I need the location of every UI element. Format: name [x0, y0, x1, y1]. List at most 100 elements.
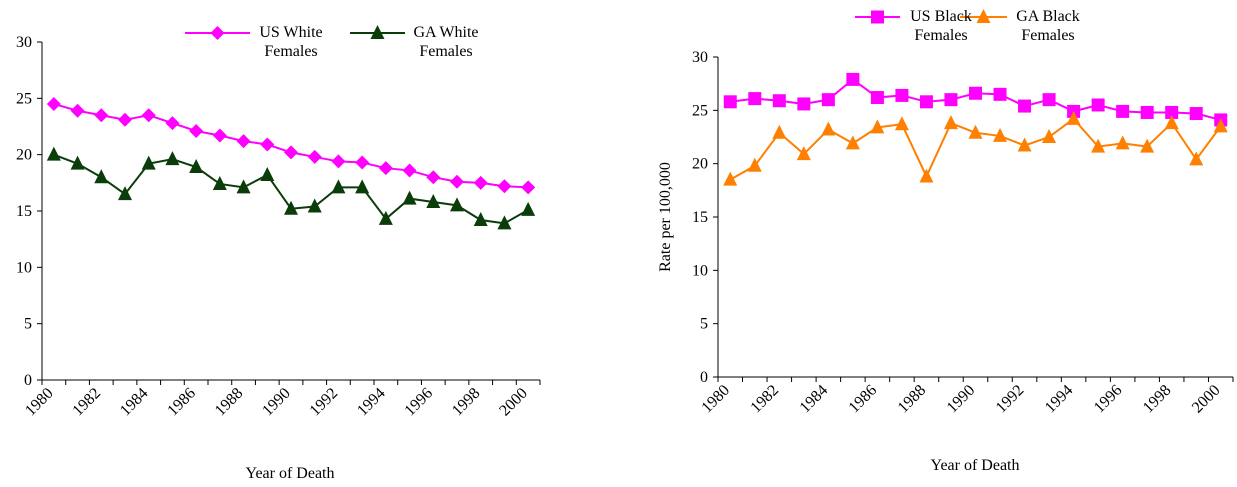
y-tick-label: 10	[692, 262, 708, 279]
x-tick-label: 1998	[1140, 382, 1175, 417]
x-tick-label: 1990	[944, 382, 979, 417]
x-tick-label: 1992	[307, 385, 342, 420]
point	[260, 166, 275, 181]
point	[1018, 99, 1032, 113]
y-tick-label: 20	[16, 147, 32, 164]
point	[370, 25, 385, 39]
point	[1116, 104, 1130, 118]
point	[796, 146, 811, 161]
point	[212, 175, 227, 190]
point	[1164, 115, 1179, 130]
y-tick-label: 10	[16, 259, 32, 276]
point	[821, 121, 836, 136]
point	[747, 157, 762, 172]
y-tick-label: 5	[24, 316, 32, 333]
point	[871, 10, 884, 24]
point	[473, 212, 488, 227]
x-axis-title: Year of Death	[245, 465, 334, 482]
point	[331, 154, 346, 169]
point	[378, 210, 393, 225]
point	[189, 124, 204, 139]
point	[993, 127, 1008, 142]
point	[521, 180, 536, 195]
point	[1042, 129, 1057, 143]
y-tick-label: 30	[16, 34, 32, 51]
point	[307, 149, 322, 164]
point	[1042, 93, 1056, 107]
point	[976, 9, 991, 23]
point	[450, 174, 464, 189]
point	[331, 179, 346, 194]
point	[210, 26, 225, 40]
point	[723, 95, 737, 109]
legend-label: US White Females	[259, 24, 323, 60]
x-tick-label: 1994	[354, 385, 389, 420]
point	[969, 86, 982, 100]
point	[894, 116, 909, 131]
y-tick-label: 0	[700, 369, 708, 386]
point	[895, 88, 909, 102]
x-tick-label: 1990	[259, 385, 294, 420]
point	[141, 108, 156, 123]
x-tick-label: 1996	[1091, 382, 1126, 417]
point	[165, 151, 180, 166]
point	[355, 155, 370, 170]
point	[1091, 98, 1105, 112]
legend-label: US Black Females	[910, 8, 972, 44]
point	[284, 200, 298, 215]
point	[944, 93, 958, 107]
y-tick-label: 30	[692, 49, 708, 66]
point	[797, 97, 811, 111]
point	[845, 135, 860, 150]
x-tick-label: 1982	[69, 385, 104, 420]
point	[1189, 151, 1204, 166]
point	[772, 94, 786, 108]
point	[968, 124, 983, 139]
point	[1165, 105, 1179, 119]
x-tick-label: 1996	[401, 385, 436, 420]
point	[355, 179, 370, 194]
y-tick-label: 20	[692, 156, 708, 173]
point	[772, 124, 787, 139]
point	[165, 116, 180, 131]
x-tick-label: 1992	[993, 382, 1028, 417]
point	[46, 146, 61, 161]
point	[284, 145, 298, 160]
y-tick-label: 15	[16, 203, 32, 220]
x-tick-label: 2000	[1189, 382, 1224, 417]
point	[70, 103, 85, 118]
point	[846, 72, 860, 86]
y-tick-label: 0	[24, 372, 32, 389]
x-tick-label: 1984	[117, 385, 152, 420]
point	[402, 190, 417, 205]
point	[1189, 107, 1203, 121]
point	[378, 161, 393, 176]
point	[260, 137, 275, 152]
y-axis-title: Rate per 100,000	[657, 162, 674, 272]
point	[993, 87, 1007, 101]
legend-label: GA White Females	[413, 24, 479, 60]
x-tick-label: 1980	[698, 382, 733, 417]
point	[870, 91, 884, 105]
point	[212, 128, 227, 143]
point	[473, 175, 488, 190]
x-tick-label: 1988	[212, 385, 247, 420]
point	[521, 201, 536, 216]
x-tick-label: 1982	[747, 382, 782, 417]
point	[1017, 137, 1032, 152]
point	[943, 115, 958, 130]
y-tick-label: 25	[692, 102, 708, 119]
point	[748, 92, 762, 106]
point	[919, 168, 934, 183]
x-tick-label: 1986	[846, 382, 881, 417]
y-tick-label: 5	[700, 316, 708, 333]
point	[141, 155, 156, 170]
point	[497, 215, 512, 230]
y-tick-label: 15	[692, 209, 708, 226]
point	[46, 96, 61, 111]
point	[402, 163, 417, 178]
x-tick-label: 1998	[449, 385, 484, 420]
y-tick-label: 25	[16, 90, 32, 107]
